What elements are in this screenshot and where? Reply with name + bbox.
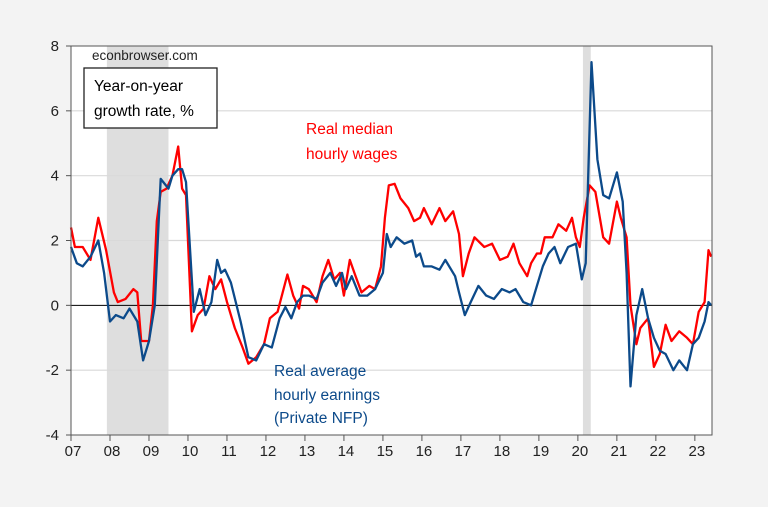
y-tick-label: 8 <box>51 38 59 55</box>
x-tick-label: 07 <box>65 443 82 460</box>
red-series-label-1: Real median <box>306 121 393 138</box>
series-line-real-median-hourly-wages <box>69 145 713 369</box>
y-tick-label: 6 <box>51 103 59 120</box>
x-tick-label: 15 <box>377 443 394 460</box>
legend-box <box>83 67 218 129</box>
x-tick-label: 08 <box>104 443 121 460</box>
red-series-label-2: hourly wages <box>306 146 398 163</box>
y-tick-label: 0 <box>51 297 59 314</box>
watermark: econbrowser.com <box>92 48 198 63</box>
x-tick-label: 23 <box>689 443 706 460</box>
blue-series-label-2: hourly earnings <box>274 387 380 404</box>
x-tick-label: 21 <box>611 443 628 460</box>
x-tick-label: 20 <box>572 443 589 460</box>
x-tick-label: 11 <box>221 443 237 460</box>
x-tick-label: 16 <box>416 443 433 460</box>
y-tick-label: -4 <box>46 427 59 444</box>
y-tick-label: 2 <box>51 233 59 250</box>
x-tick-label: 12 <box>260 443 277 460</box>
x-tick-label: 13 <box>299 443 316 460</box>
legend-box-line-1: Year-on-year <box>94 78 183 95</box>
legend-box-line-2: growth rate, % <box>94 103 194 120</box>
series-line-real-average-hourly-earnings <box>69 61 713 388</box>
blue-series-label-3: (Private NFP) <box>274 410 368 427</box>
x-tick-label: 18 <box>494 443 511 460</box>
y-tick-label: 4 <box>51 168 59 185</box>
x-tick-label: 19 <box>533 443 550 460</box>
y-tick-label: -2 <box>46 362 59 379</box>
blue-series-label-1: Real average <box>274 363 366 380</box>
x-tick-label: 17 <box>455 443 472 460</box>
x-tick-label: 09 <box>143 443 160 460</box>
x-tick-label: 10 <box>182 443 199 460</box>
x-tick-label: 22 <box>650 443 667 460</box>
x-tick-label: 14 <box>338 443 355 460</box>
